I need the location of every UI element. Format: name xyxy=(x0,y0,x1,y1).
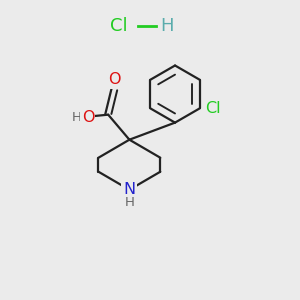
Text: O: O xyxy=(108,72,121,87)
Text: H: H xyxy=(124,196,134,208)
Text: H: H xyxy=(72,110,82,124)
Text: O: O xyxy=(82,110,94,124)
Text: Cl: Cl xyxy=(110,17,128,35)
Text: Cl: Cl xyxy=(205,101,221,116)
Text: N: N xyxy=(123,182,136,197)
Text: H: H xyxy=(160,17,174,35)
